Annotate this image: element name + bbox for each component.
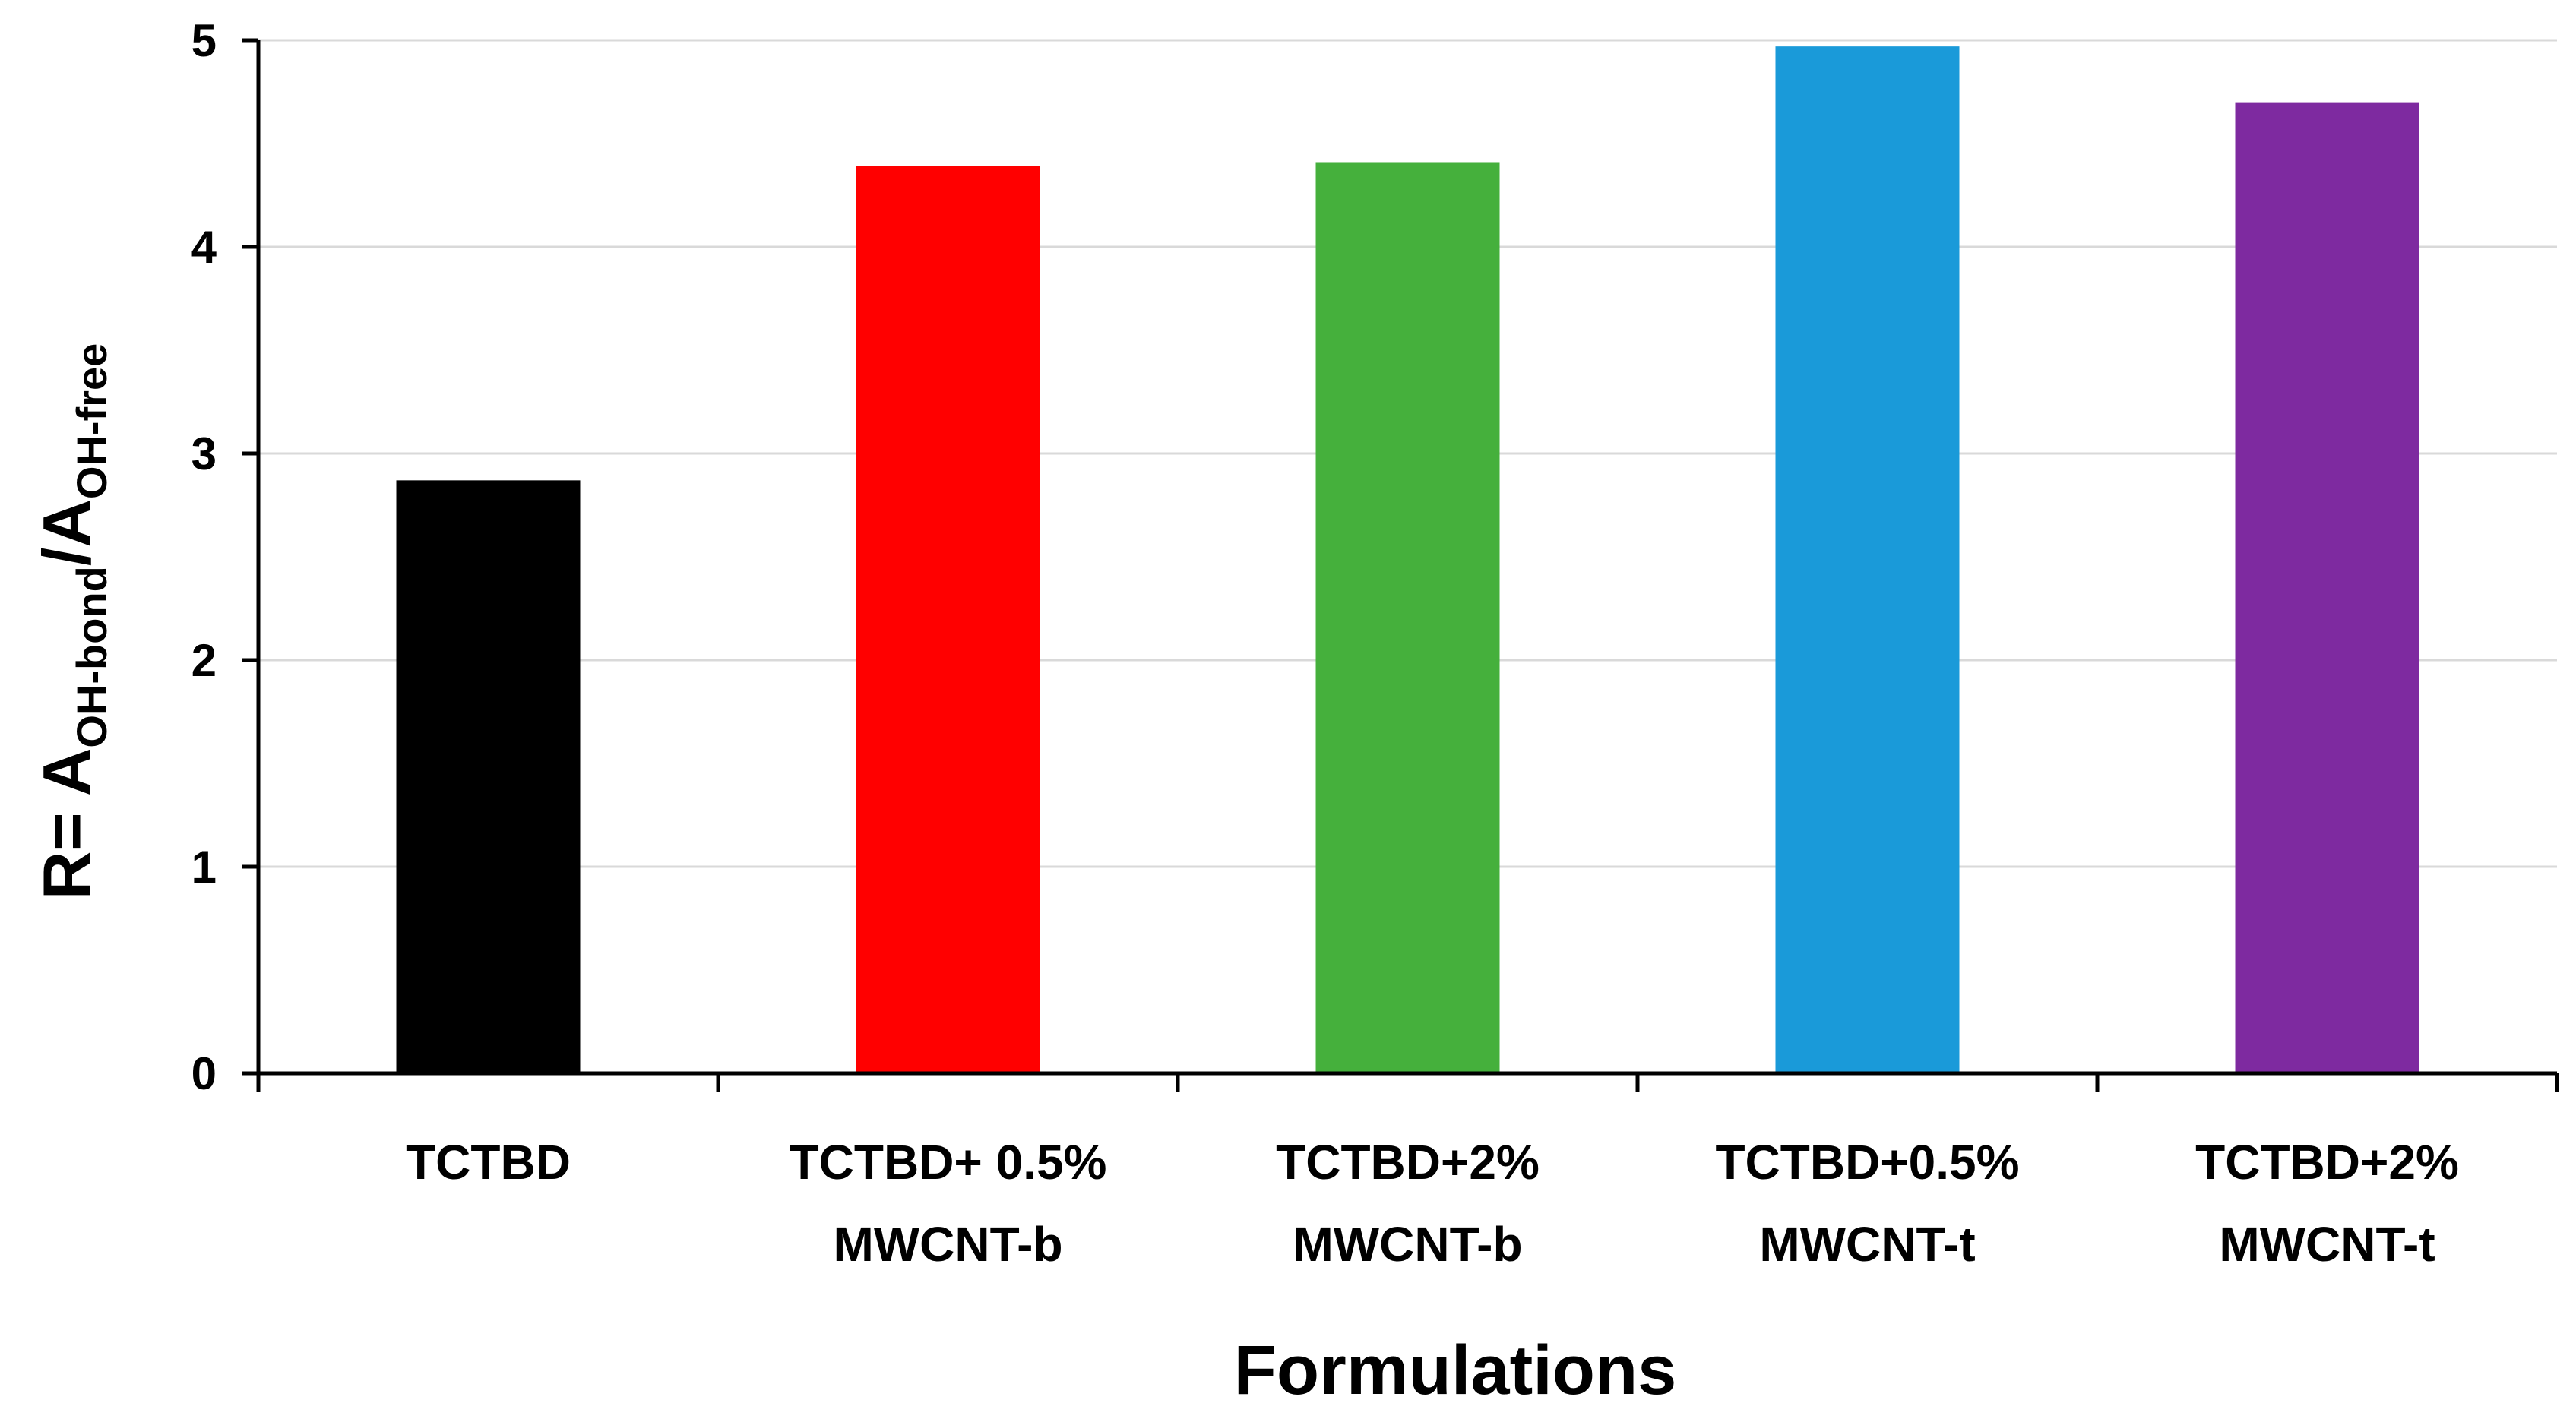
y-tick-label-1: 1	[191, 842, 217, 893]
x-tick-label-line: TCTBD+ 0.5%	[790, 1135, 1107, 1190]
bar-2	[856, 166, 1040, 1073]
x-tick-label-1: TCTBD	[406, 1135, 571, 1190]
y-axis-title-prefix: R= A	[29, 748, 104, 900]
x-tick-label-line: MWCNT-b	[833, 1217, 1062, 1272]
x-tick-label-line: TCTBD+0.5%	[1715, 1135, 2019, 1190]
x-axis-title: Formulations	[1234, 1332, 1677, 1409]
x-tick-label-2: TCTBD+ 0.5% MWCNT-b	[790, 1135, 1107, 1272]
x-tick-label-line: MWCNT-t	[2219, 1217, 2435, 1272]
x-tick-label-line: MWCNT-b	[1293, 1217, 1522, 1272]
x-tick-label-4: TCTBD+0.5% MWCNT-t	[1715, 1135, 2019, 1272]
y-tick-label-4: 4	[191, 222, 217, 273]
axes	[242, 38, 2559, 1092]
x-tick-label-line: TCTBD+2%	[1276, 1135, 1540, 1190]
x-tick-label-5: TCTBD+2% MWCNT-t	[2195, 1135, 2459, 1272]
y-axis-title-middle: /A	[29, 499, 104, 566]
y-tick-label-2: 2	[191, 635, 217, 686]
y-tick-label-5: 5	[191, 15, 217, 66]
y-tick-labels: 0 1 2 3 4 5	[191, 15, 217, 1099]
y-axis-title: R= AOH-bond/AOH-free	[29, 343, 116, 900]
bars	[396, 46, 2419, 1074]
y-tick-label-3: 3	[191, 428, 217, 479]
y-tick-label-0: 0	[191, 1048, 217, 1099]
bar-1	[396, 480, 581, 1073]
bar-3	[1315, 162, 1500, 1074]
y-axis-title-sub1: OH-bond	[68, 566, 116, 747]
bar-4	[1775, 46, 1960, 1073]
x-tick-label-line: TCTBD+2%	[2195, 1135, 2459, 1190]
bar-5	[2235, 102, 2419, 1074]
x-tick-label-line: TCTBD	[406, 1135, 571, 1190]
x-tick-label-line: MWCNT-t	[1759, 1217, 1975, 1272]
x-tick-label-3: TCTBD+2% MWCNT-b	[1276, 1135, 1540, 1272]
y-axis-title-sub2: OH-free	[68, 343, 116, 499]
